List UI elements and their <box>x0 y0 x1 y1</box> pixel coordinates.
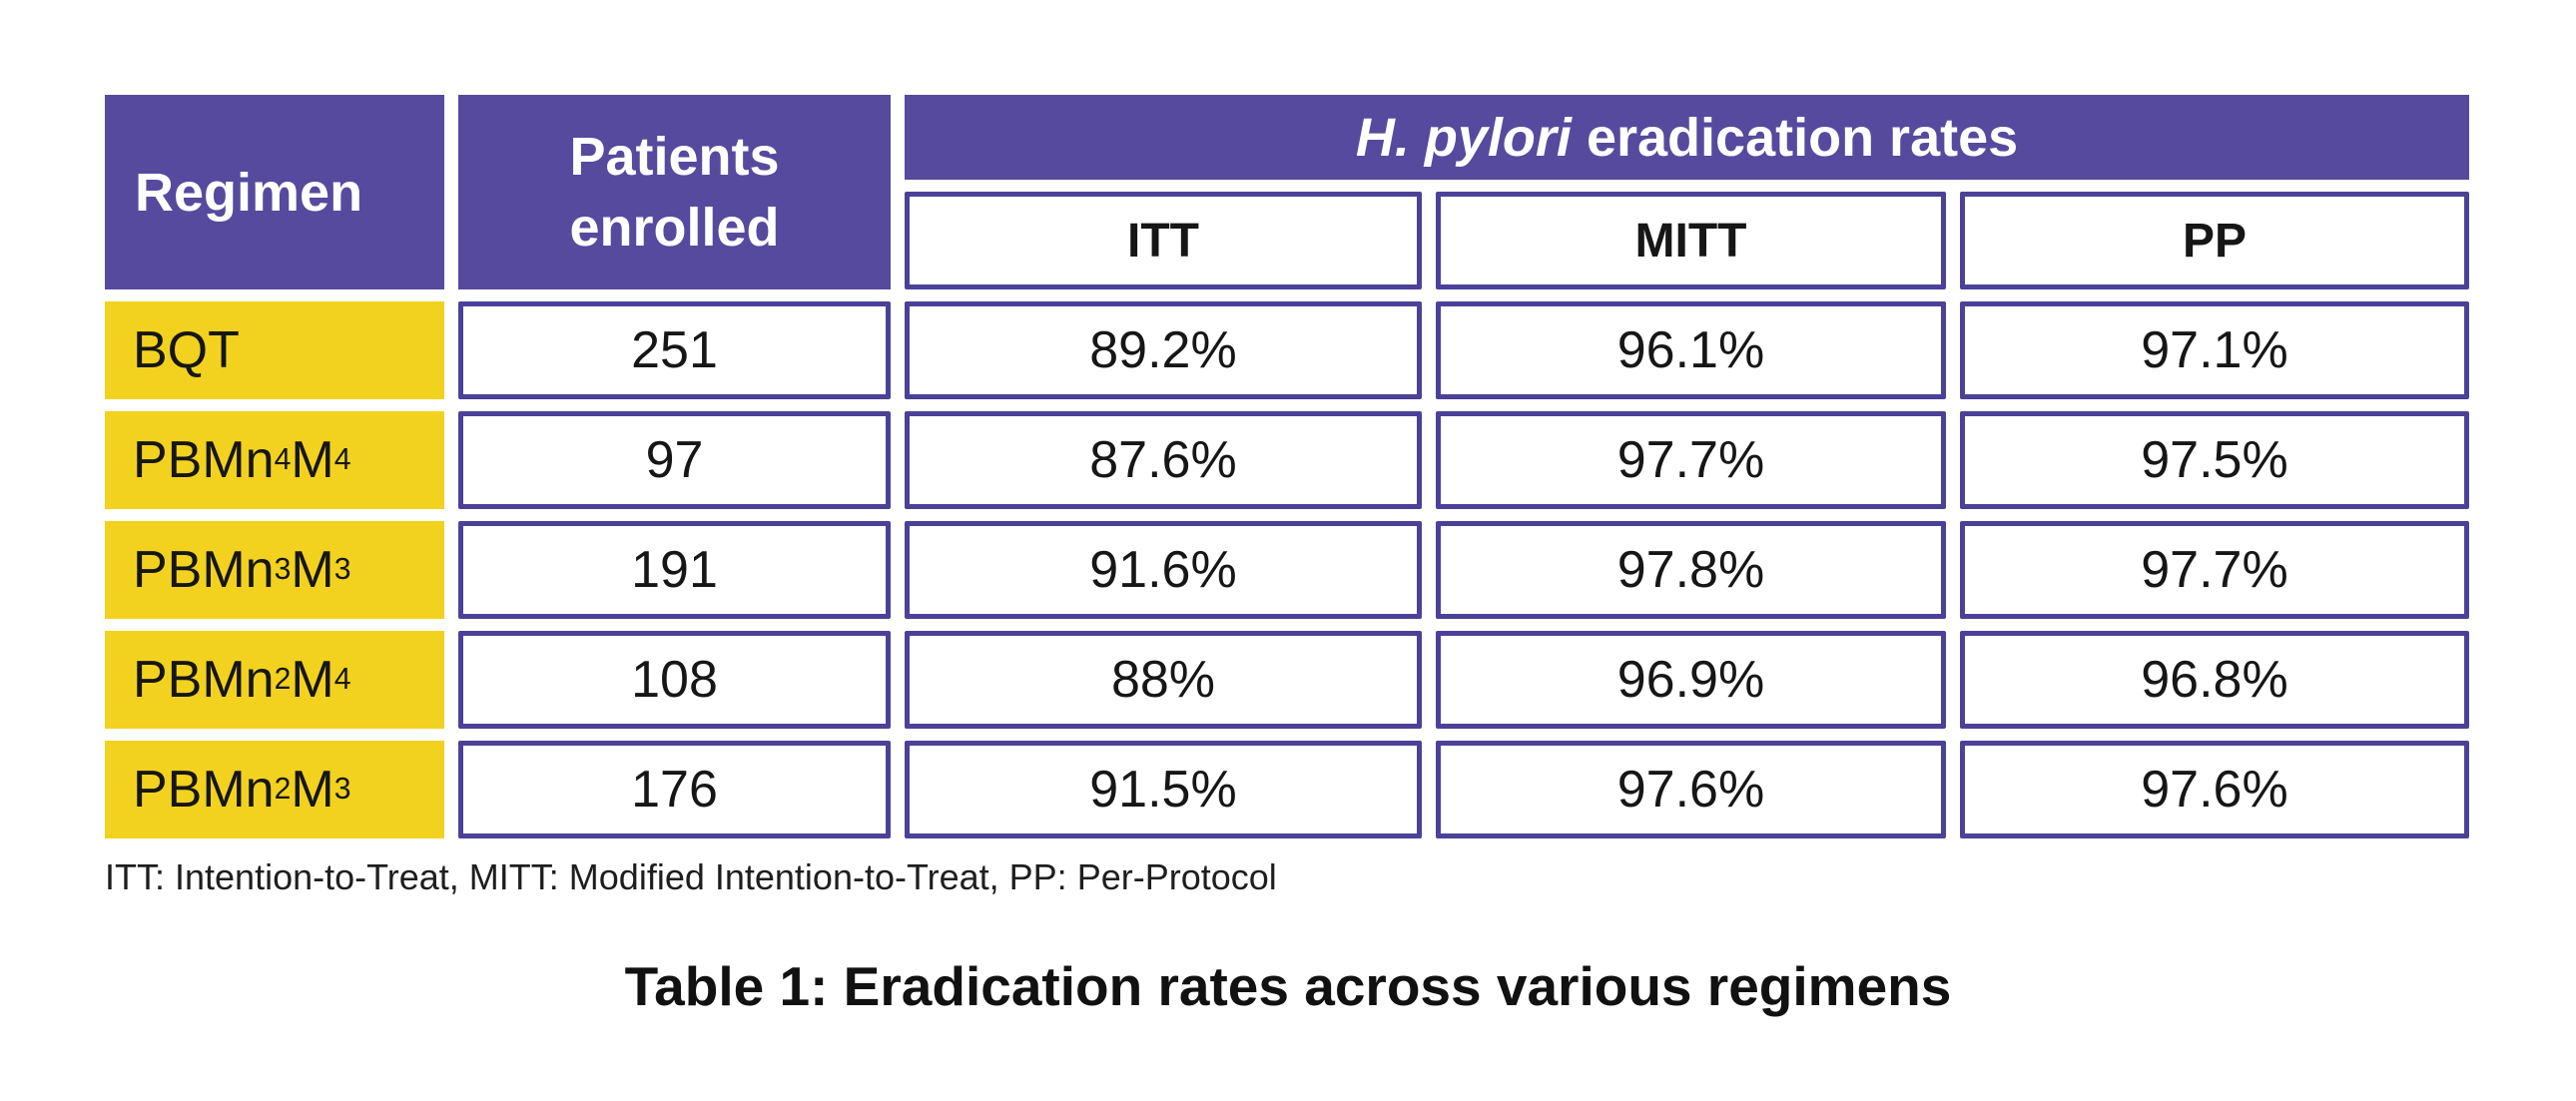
itt-column-header: ITT <box>905 192 1422 289</box>
regimen-cell: PBMn 2 M 3 <box>105 741 444 838</box>
patients-enrolled-column-header-label: Patients enrolled <box>569 127 780 258</box>
regimen-cell: PBMn 3 M 3 <box>105 521 444 619</box>
mitt-value-cell: 96.1% <box>1436 301 1946 399</box>
patients-value-cell: 251 <box>458 301 891 399</box>
mitt-column-header: MITT <box>1436 192 1946 289</box>
itt-value-cell: 88% <box>905 631 1422 729</box>
regimen-cell: PBMn 4 M 4 <box>105 411 444 509</box>
regimen-cell: PBMn 2 M 4 <box>105 631 444 729</box>
itt-value-cell: 91.5% <box>905 741 1422 838</box>
regimen-column-header-label: Regimen <box>135 162 363 223</box>
eradication-rates-group-header-label: eradication rates <box>1586 107 2019 168</box>
patients-value-cell: 176 <box>458 741 891 838</box>
itt-value-cell: 91.6% <box>905 521 1422 619</box>
pp-value-cell: 97.6% <box>1960 741 2469 838</box>
table-caption: Table 1: Eradication rates across variou… <box>624 955 1952 1017</box>
pp-value-cell: 96.8% <box>1960 631 2469 729</box>
mitt-value-cell: 97.7% <box>1436 411 1946 509</box>
mitt-value-cell: 97.6% <box>1436 741 1946 838</box>
patients-value-cell: 108 <box>458 631 891 729</box>
hpylori-species-name: H. pylori <box>1355 107 1572 168</box>
itt-column-header-label: ITT <box>1127 214 1199 268</box>
pp-value-cell: 97.7% <box>1960 521 2469 619</box>
patients-value-cell: 191 <box>458 521 891 619</box>
mitt-value-cell: 97.8% <box>1436 521 1946 619</box>
pp-column-header-label: PP <box>2182 214 2248 268</box>
patients-enrolled-column-header: Patients enrolled <box>458 95 891 289</box>
pp-value-cell: 97.5% <box>1960 411 2469 509</box>
mitt-value-cell: 96.9% <box>1436 631 1946 729</box>
eradication-table: Regimen Patients enrolled H. pylori erad… <box>105 95 2469 838</box>
patients-value-cell: 97 <box>458 411 891 509</box>
eradication-rates-group-header: H. pylori eradication rates <box>905 95 2469 180</box>
pp-column-header: PP <box>1960 192 2469 289</box>
abbreviations-footnote: ITT: Intention-to-Treat, MITT: Modified … <box>105 856 1277 897</box>
pp-value-cell: 97.1% <box>1960 301 2469 399</box>
regimen-cell: BQT <box>105 301 444 399</box>
itt-value-cell: 89.2% <box>905 301 1422 399</box>
regimen-column-header: Regimen <box>105 95 444 289</box>
mitt-column-header-label: MITT <box>1634 214 1747 268</box>
itt-value-cell: 87.6% <box>905 411 1422 509</box>
